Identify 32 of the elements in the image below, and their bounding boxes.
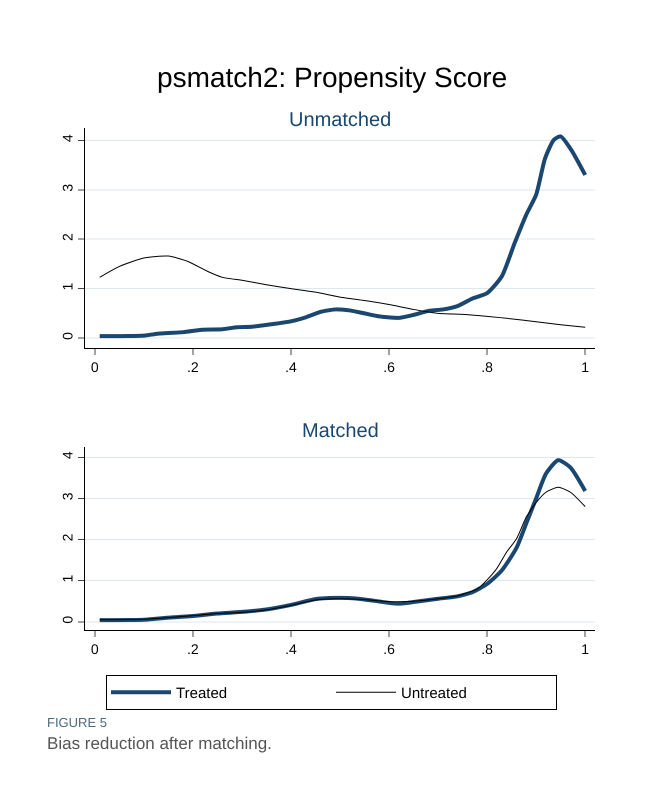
x-tick-label: .4 xyxy=(285,640,298,657)
y-tick-label: 3 xyxy=(59,184,76,192)
x-tick-label: .2 xyxy=(187,358,199,375)
x-tick-label: .8 xyxy=(481,640,494,657)
x-tick-label: 0 xyxy=(90,640,99,657)
line-series xyxy=(99,486,586,620)
x-tick-label: 0 xyxy=(90,358,99,375)
y-tick-label: 2 xyxy=(59,533,76,542)
chart-title: Matched xyxy=(302,420,379,442)
x-tick-label: .2 xyxy=(187,640,199,657)
y-tick-label: 0 xyxy=(59,332,76,340)
y-tick-label: 4 xyxy=(59,451,76,460)
y-tick-label: 3 xyxy=(59,492,76,500)
caption: FIGURE 5 xyxy=(47,715,107,730)
x-tick-label: .6 xyxy=(383,358,396,375)
legend-label: Treated xyxy=(176,685,228,702)
x-tick-label: .8 xyxy=(481,358,494,375)
x-tick-label: .4 xyxy=(285,358,298,375)
x-tick-label: .6 xyxy=(383,640,396,657)
y-tick-label: 4 xyxy=(59,134,76,142)
legend-label: Untreated xyxy=(401,685,467,702)
x-tick-label: 1 xyxy=(581,358,590,375)
x-tick-label: 1 xyxy=(581,640,590,657)
y-tick-label: 2 xyxy=(59,233,76,242)
text: Bias reduction after matching. xyxy=(47,734,272,753)
y-tick-label: 1 xyxy=(59,574,76,582)
y-tick-label: 1 xyxy=(59,282,76,290)
chart-subtitle: Unmatched xyxy=(289,109,392,131)
line-series xyxy=(99,256,586,328)
chart-title: psmatch2: Propensity Score xyxy=(157,62,508,93)
line-series xyxy=(98,134,588,338)
y-tick-label: 0 xyxy=(59,616,76,624)
